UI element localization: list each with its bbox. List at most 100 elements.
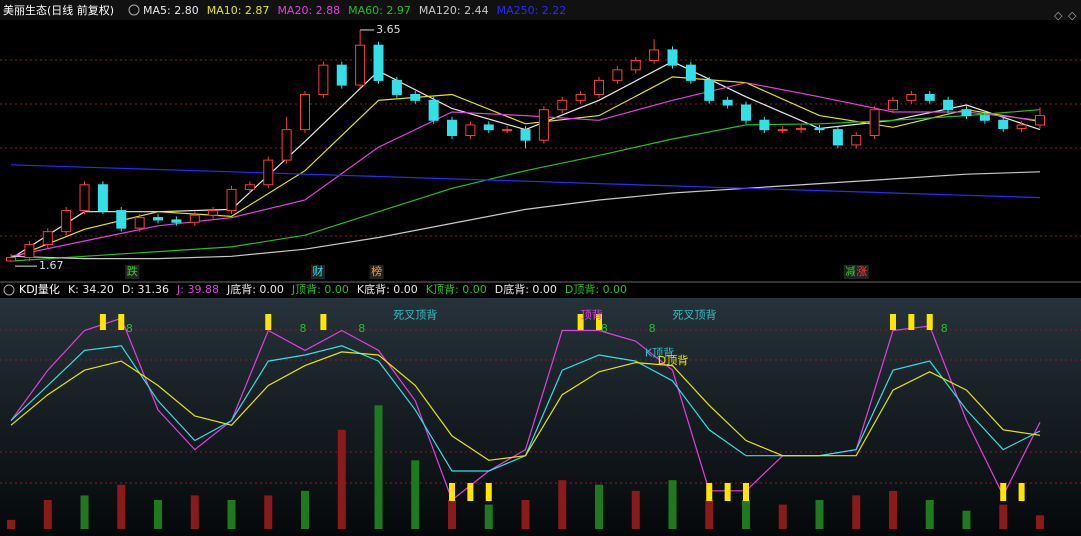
event-label: 财 bbox=[312, 264, 323, 278]
candle-body bbox=[355, 44, 366, 86]
annotation: 8 bbox=[126, 322, 133, 335]
legend-entry: MA120: 2.44 bbox=[419, 4, 489, 17]
candle-body bbox=[447, 119, 458, 136]
indicator-bar bbox=[1035, 515, 1044, 529]
bottom-signal bbox=[485, 483, 492, 501]
top-signal bbox=[889, 314, 896, 330]
legend-entry: D底背: 0.00 bbox=[495, 282, 557, 296]
candle-body bbox=[318, 64, 329, 95]
indicator-bar bbox=[705, 499, 714, 529]
candle-body bbox=[79, 184, 90, 212]
top-signal bbox=[926, 314, 933, 330]
event-label: 减 bbox=[845, 265, 856, 278]
series-line bbox=[10, 351, 1041, 461]
candle-body bbox=[979, 115, 990, 121]
chart-title: 美丽生态(日线 前复权) bbox=[3, 3, 114, 17]
candle-body bbox=[869, 109, 880, 136]
annotation: D顶背 bbox=[658, 353, 688, 367]
annotation: 8 bbox=[601, 322, 608, 335]
annotation: 8 bbox=[941, 322, 948, 335]
diamond-icon[interactable]: ◇ bbox=[1054, 9, 1063, 22]
candle-body bbox=[6, 256, 17, 262]
event-badge bbox=[310, 265, 325, 279]
top-signal bbox=[595, 314, 602, 330]
header-strip bbox=[0, 0, 1081, 20]
indicator-bar bbox=[558, 480, 567, 529]
bottom-signal bbox=[449, 483, 456, 501]
candle-body bbox=[244, 184, 255, 190]
top-signal bbox=[265, 314, 272, 330]
candle-body bbox=[777, 129, 788, 132]
annotation: 死叉顶背 bbox=[393, 307, 437, 321]
candle-body bbox=[759, 119, 770, 131]
indicator-bar bbox=[741, 499, 750, 529]
candle-body bbox=[906, 93, 917, 101]
candle-body bbox=[263, 159, 274, 186]
candle-body bbox=[520, 129, 531, 141]
candle-body bbox=[998, 119, 1009, 129]
candle-body bbox=[189, 214, 200, 223]
series-line bbox=[10, 76, 1041, 260]
candle-body bbox=[612, 69, 623, 81]
candle-body bbox=[42, 231, 53, 246]
settings-icon[interactable]: ◇ bbox=[1068, 9, 1077, 22]
legend-entry: MA10: 2.87 bbox=[207, 4, 270, 17]
indicator-bar bbox=[999, 504, 1008, 529]
candle-body bbox=[887, 99, 898, 111]
dropdown-icon[interactable] bbox=[128, 4, 140, 16]
top-signal bbox=[908, 314, 915, 330]
indicator-bar bbox=[374, 405, 383, 529]
event-badge bbox=[369, 265, 384, 279]
candle-body bbox=[134, 217, 145, 229]
candle-body bbox=[924, 93, 935, 101]
candle-body bbox=[502, 129, 513, 132]
indicator-bar bbox=[448, 499, 457, 529]
legend-entry: D: 31.36 bbox=[122, 283, 169, 296]
candle-body bbox=[226, 188, 237, 212]
candle-body bbox=[483, 124, 494, 131]
candle-body bbox=[667, 49, 678, 66]
legend-entry: MA250: 2.22 bbox=[497, 4, 567, 17]
indicator-bar bbox=[484, 504, 493, 529]
indicator-bar bbox=[888, 490, 897, 529]
candle-body bbox=[961, 109, 972, 117]
dropdown-icon[interactable] bbox=[3, 284, 15, 296]
legend-entry: K: 34.20 bbox=[68, 283, 114, 296]
indicator-bar bbox=[815, 499, 824, 529]
indicator-bar bbox=[7, 519, 16, 529]
candle-body bbox=[336, 64, 347, 86]
candle-body bbox=[704, 79, 715, 101]
legend-entry: MA20: 2.88 bbox=[277, 4, 340, 17]
candle-body bbox=[391, 79, 402, 95]
event-label: 涨 bbox=[856, 265, 867, 278]
candle-body bbox=[373, 44, 384, 81]
legend-entry: K顶背: 0.00 bbox=[426, 282, 487, 296]
candle-body bbox=[593, 79, 604, 95]
series-line bbox=[10, 317, 1041, 501]
candle-body bbox=[814, 127, 825, 131]
indicator-bar bbox=[925, 499, 934, 529]
kdj-background bbox=[0, 298, 1081, 536]
indicator-bar bbox=[521, 499, 530, 529]
annotation: 8 bbox=[299, 322, 306, 335]
candle-body bbox=[1034, 115, 1045, 126]
indicator-bar bbox=[852, 495, 861, 529]
candle-body bbox=[300, 93, 311, 131]
top-signal bbox=[577, 314, 584, 330]
indicator-bar bbox=[411, 460, 420, 529]
legend-entry: MA5: 2.80 bbox=[143, 4, 199, 17]
legend-entry: MA60: 2.97 bbox=[348, 4, 411, 17]
bottom-signal bbox=[467, 483, 474, 501]
candle-body bbox=[97, 184, 108, 212]
candle-body bbox=[1016, 124, 1027, 129]
annotation: 顶背 bbox=[581, 307, 603, 321]
indicator-bar bbox=[337, 429, 346, 529]
bottom-signal bbox=[1018, 483, 1025, 501]
top-signal bbox=[320, 314, 327, 330]
candle-body bbox=[61, 210, 72, 233]
legend-entry: J顶背: 0.00 bbox=[291, 282, 349, 296]
event-label: 榜 bbox=[371, 264, 382, 278]
series-line bbox=[10, 171, 1041, 260]
high-label: 3.65 bbox=[376, 23, 401, 36]
legend-entry: J底背: 0.00 bbox=[226, 282, 284, 296]
